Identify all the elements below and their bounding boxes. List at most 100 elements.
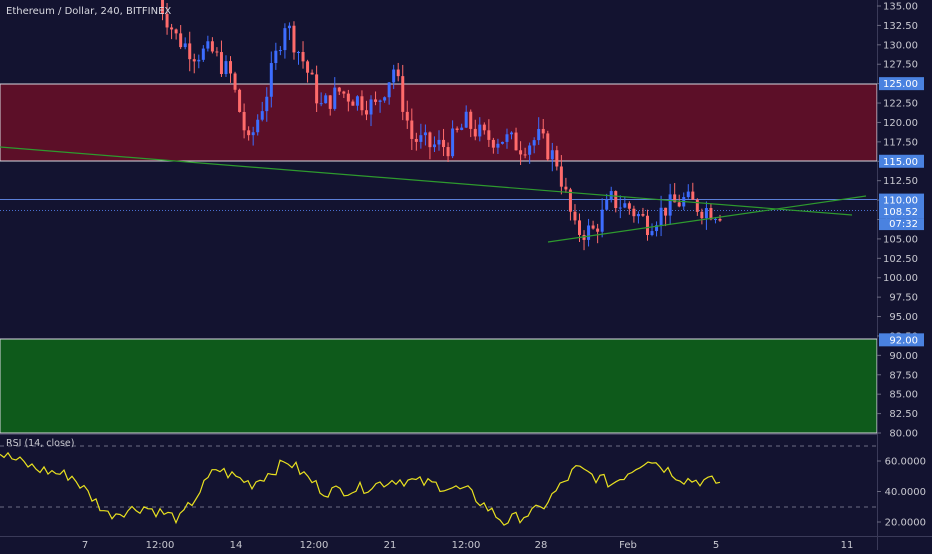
candle-body	[718, 218, 722, 221]
candle-body	[369, 99, 373, 115]
candle-body	[482, 124, 486, 131]
price-tag-label: 92.00	[889, 335, 918, 346]
candle-body	[315, 74, 319, 104]
candle-body	[519, 150, 523, 155]
candle-body	[324, 95, 328, 104]
candle-body	[364, 110, 368, 115]
candle-body	[559, 166, 563, 187]
candle-body	[713, 218, 717, 220]
candle-body	[469, 111, 473, 129]
candle-body	[269, 63, 273, 97]
chart-title: Ethereum / Dollar, 240, BITFINEX	[6, 6, 171, 17]
candle-body	[451, 128, 455, 157]
candle-body	[360, 96, 364, 111]
candle-body	[505, 134, 509, 142]
candle-body	[655, 225, 659, 232]
candle-body	[664, 207, 668, 216]
candle-body	[201, 48, 205, 60]
countdown-label: 07:32	[889, 219, 918, 230]
candle-body	[256, 119, 260, 133]
price-tag-label: 125.00	[883, 79, 918, 90]
candle-body	[491, 139, 495, 148]
time-axis[interactable]: 7 12:00 14 12:00 21 12:00 28 Feb 5 11	[82, 540, 854, 551]
candle-body	[709, 208, 713, 220]
candle-body	[419, 135, 423, 142]
candle-body	[238, 89, 242, 112]
candle-body	[188, 43, 192, 60]
candle-body	[568, 189, 572, 212]
ascending-trendline[interactable]	[547, 195, 867, 243]
price-tick-label: 132.50	[883, 21, 918, 32]
support-zone[interactable]	[0, 338, 878, 434]
candle-body	[192, 59, 196, 62]
descending-trendline[interactable]	[0, 146, 853, 216]
candle-body	[627, 203, 631, 209]
price-tick-label: 105.00	[883, 234, 918, 245]
rsi-tick-label: 40.0000	[885, 487, 926, 498]
candle-body	[260, 111, 264, 120]
candle-body	[174, 29, 178, 34]
candle-body	[623, 203, 627, 208]
candle-body	[328, 95, 332, 109]
candle-body	[301, 52, 305, 62]
candle-body	[310, 72, 314, 75]
price-tick-label: 127.50	[883, 60, 918, 71]
candle-body	[591, 225, 595, 229]
time-tick-label: 12:00	[146, 540, 175, 550]
candle-body	[514, 132, 518, 151]
candle-body	[605, 199, 609, 210]
candle-body	[464, 111, 468, 128]
candle-body	[546, 133, 550, 160]
candle-body	[700, 211, 704, 219]
candle-body	[392, 69, 396, 83]
candle-body	[179, 33, 183, 48]
price-tick-label: 117.50	[883, 137, 918, 148]
candle-body	[487, 130, 491, 140]
candle-body	[405, 111, 409, 121]
candle-body	[510, 132, 514, 135]
candle-body	[582, 234, 586, 240]
countdown-tag	[879, 218, 924, 231]
rsi-line	[0, 451, 721, 526]
candle-body	[691, 191, 695, 200]
candle-body	[446, 147, 450, 157]
candle-body	[206, 41, 210, 49]
price-tick-label: 87.50	[889, 370, 918, 381]
candle-body	[292, 25, 296, 53]
candle-body	[401, 76, 405, 112]
candle-body	[704, 208, 708, 219]
candle-body	[550, 150, 554, 160]
candle-body	[587, 225, 591, 240]
price-tick-label: 85.00	[889, 390, 918, 401]
candle-body	[564, 186, 568, 190]
candle-body	[496, 143, 500, 148]
candle-body	[636, 214, 640, 217]
candle-body	[555, 150, 559, 167]
candle-body	[374, 99, 378, 102]
candle-body	[677, 202, 681, 207]
time-tick-label: 11	[841, 540, 854, 550]
candle-body	[650, 231, 654, 236]
price-tick-label: 122.50	[883, 99, 918, 110]
price-axis[interactable]: 135.00 132.50 130.00 127.50 125.00 122.50 120.…	[877, 2, 924, 440]
candle-body	[659, 207, 663, 226]
candle-body	[183, 43, 187, 48]
rsi-title: RSI (14, close)	[6, 438, 74, 449]
price-tag[interactable]	[879, 154, 924, 168]
candle-body	[278, 50, 282, 52]
price-tick-label: 135.00	[883, 2, 918, 13]
price-tag[interactable]	[879, 205, 924, 219]
candle-body	[283, 28, 287, 51]
time-tick-label: 7	[82, 540, 88, 550]
time-tick-label: Feb	[619, 540, 637, 550]
candle-body	[337, 87, 341, 92]
candle-body	[342, 91, 346, 94]
candle-body	[473, 128, 477, 137]
candle-body	[618, 207, 622, 209]
price-tag[interactable]	[879, 193, 924, 207]
price-tag[interactable]	[879, 333, 924, 347]
candle-body	[242, 111, 246, 131]
price-tag[interactable]	[879, 77, 924, 91]
